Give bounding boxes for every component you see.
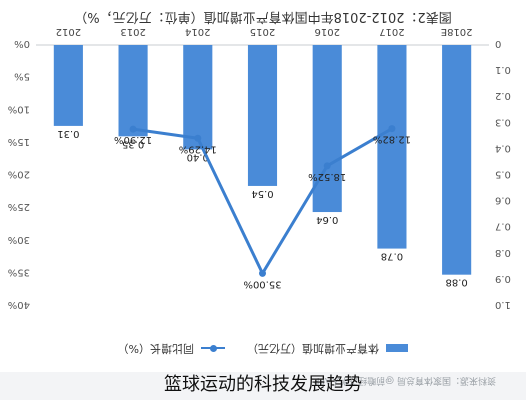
growth-point-2013	[129, 125, 137, 133]
bar-value-label: 0.35	[122, 138, 144, 149]
percent-axis-tick-label: 0%	[14, 38, 30, 49]
bar-2012	[53, 45, 83, 126]
percent-axis-tick-label: 20%	[8, 169, 30, 180]
page-caption: 篮球运动的科技发展趋势	[164, 374, 362, 395]
category-label: 2018E	[441, 26, 473, 37]
legend-bar-swatch	[386, 344, 409, 352]
percent-axis-tick-label: 10%	[8, 103, 30, 114]
growth-value-label: 18.52%	[308, 171, 346, 182]
growth-point-2017	[388, 125, 396, 133]
category-label: 2012	[56, 26, 81, 37]
value-axis-tick-label: 0.4	[495, 142, 511, 153]
percent-axis-tick-label: 5%	[14, 71, 30, 82]
percent-axis-tick-label: 15%	[8, 136, 30, 147]
percent-axis-tick-label: 40%	[8, 299, 30, 310]
value-axis-tick-label: 0.3	[495, 116, 511, 127]
percent-axis-tick-label: 35%	[8, 266, 30, 277]
value-axis-tick-label: 0.1	[495, 64, 511, 75]
bar-value-label: 0.88	[446, 277, 468, 288]
value-axis-tick-label: 0.6	[495, 195, 511, 206]
bar-2015	[247, 45, 278, 186]
percent-axis-tick-label: 25%	[8, 201, 30, 212]
growth-value-label: 14.29%	[179, 143, 217, 154]
bar-value-label: 0.40	[187, 151, 209, 162]
bar-2016	[312, 45, 342, 213]
growth-point-2016	[323, 162, 331, 170]
chart-title: 图表2：2012-2018年中国体育产业增加值（单位：万亿元，%）	[74, 9, 452, 24]
value-axis-tick-label: 0.2	[495, 90, 511, 101]
bar-value-label: 0.64	[316, 214, 338, 225]
legend-line-swatch	[201, 347, 226, 349]
growth-point-2015	[259, 269, 266, 277]
percent-axis-tick-label: 30%	[8, 234, 30, 245]
bar-2013	[118, 45, 148, 137]
growth-value-label: 12.90%	[114, 134, 152, 145]
bar-2014	[183, 45, 213, 150]
chart-title-area: 图表2：2012-2018年中国体育产业增加值（单位：万亿元，%）	[0, 0, 526, 34]
value-axis-tick-label: 0.5	[495, 169, 511, 180]
bar-2017	[377, 45, 407, 249]
bar-value-label: 0.78	[381, 251, 403, 262]
category-label: 2013	[120, 26, 145, 37]
growth-point-2014	[194, 134, 202, 142]
growth-value-label: 12.82%	[373, 134, 411, 145]
value-axis-tick-label: 0.9	[495, 273, 511, 284]
growth-value-label: 35.00%	[243, 278, 281, 289]
category-label: 2014	[185, 26, 210, 37]
bar-2018E	[442, 45, 472, 275]
value-axis-tick-label: 0	[495, 38, 501, 49]
legend-line-label: 同比增长（%）	[117, 342, 194, 355]
chart-container: 0 0.1 0.2 0.3 0.4 0.5 0.6 0.7 0.8 0.9 1.0 0% 5% 10% 15…	[0, 0, 526, 372]
chart-rotated-group: 0 0.1 0.2 0.3 0.4 0.5 0.6 0.7 0.8 0.9 1.0 0% 5% 10% 15…	[8, 26, 511, 310]
chart-legend: 体育产业增加值（万亿元） 同比增长（%）	[0, 338, 526, 360]
category-label: 2017	[379, 26, 404, 37]
legend-bar-label: 体育产业增加值（万亿元）	[246, 342, 379, 355]
bar-value-label: 0.31	[57, 128, 79, 139]
value-axis-tick-label: 0.7	[495, 221, 511, 232]
category-label: 2015	[250, 26, 275, 37]
bar-value-label: 0.54	[251, 188, 273, 199]
chart-svg: 0 0.1 0.2 0.3 0.4 0.5 0.6 0.7 0.8 0.9 1.0 0% 5% 10% 15…	[8, 26, 511, 310]
value-axis-tick-label: 1.0	[495, 299, 511, 310]
value-axis-tick-label: 0.8	[495, 247, 511, 258]
category-label: 2016	[314, 26, 339, 37]
